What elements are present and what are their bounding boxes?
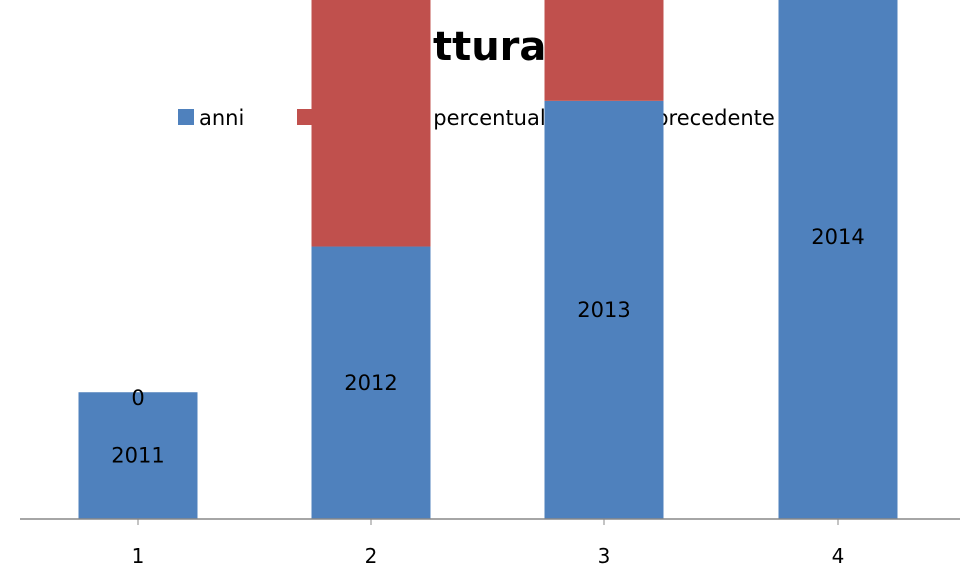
bar-anni-3 (544, 100, 664, 519)
bar-anni-4 (778, 0, 898, 520)
legend-swatch-anni (178, 109, 194, 125)
x-tick-label-3: 3 (598, 544, 611, 568)
legend-label-anni: anni (199, 106, 244, 130)
data-label-anni-2: 2012 (344, 371, 397, 395)
bar-anni-1 (78, 392, 198, 519)
bar-variazione-2 (311, 0, 431, 247)
data-label-anni-4: 2014 (811, 225, 864, 249)
x-tick-label-2: 2 (365, 544, 378, 568)
bar-anni-2 (311, 246, 431, 519)
x-tick-label-1: 1 (132, 544, 145, 568)
legend-swatch-variazione (297, 109, 313, 125)
bar-variazione-3 (544, 0, 664, 101)
data-label-variazione-1: 0 (131, 386, 144, 410)
data-label-anni-1: 2011 (111, 444, 164, 468)
plot-area: 2011020127,420136,6201414,4 (78, 0, 898, 520)
legend: anni variazione percentuale su anno prec… (178, 106, 775, 130)
x-axis-ticks: 1 2 3 4 (132, 519, 845, 568)
x-tick-label-4: 4 (832, 544, 845, 568)
data-label-anni-3: 2013 (577, 298, 630, 322)
